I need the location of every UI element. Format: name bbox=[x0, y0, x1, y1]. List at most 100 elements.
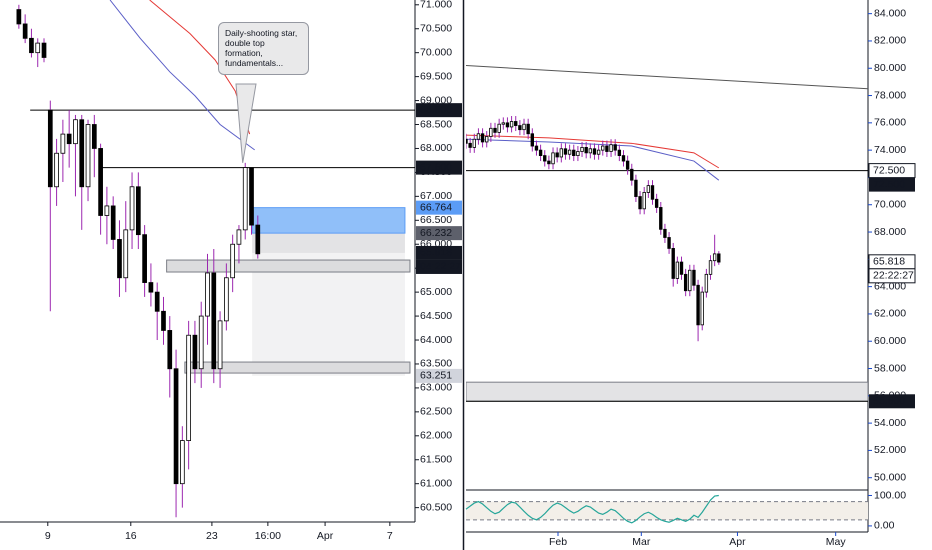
candle-body bbox=[534, 145, 539, 151]
candle-body bbox=[66, 133, 72, 145]
right-plot bbox=[466, 65, 868, 402]
candle-body bbox=[35, 42, 41, 54]
price-label: 72.500 bbox=[873, 178, 905, 190]
candle-body bbox=[584, 147, 588, 154]
annotation-callout: Daily-shooting star, double top formatio… bbox=[218, 22, 309, 75]
candle-body bbox=[659, 207, 663, 230]
candle-body bbox=[47, 109, 53, 188]
axes: 60.500 61.000 61.500 62.000 62.500 63.000 63.5… bbox=[45, 0, 916, 548]
candle-body bbox=[480, 133, 485, 143]
candle-body bbox=[98, 148, 103, 216]
y-tick-label: 61.500 bbox=[420, 454, 452, 466]
price-label: 55.600 bbox=[873, 395, 905, 407]
candle-body bbox=[555, 152, 559, 158]
candle-body bbox=[501, 122, 505, 125]
y-tick-label: 70.000 bbox=[874, 199, 906, 211]
candle-body bbox=[617, 149, 622, 156]
candle-body bbox=[16, 9, 22, 25]
candle-body bbox=[675, 261, 680, 279]
candle-body bbox=[472, 138, 476, 148]
indicator-line bbox=[466, 65, 868, 90]
candle-body bbox=[22, 23, 28, 39]
candle-body bbox=[186, 334, 191, 441]
candle-body bbox=[559, 148, 564, 158]
candle-body bbox=[621, 155, 626, 162]
y-tick-label: 62.500 bbox=[420, 406, 452, 418]
candle-body bbox=[679, 261, 684, 275]
y-tick-label: 62.000 bbox=[420, 430, 452, 442]
price-label-box bbox=[869, 177, 915, 192]
candle-body bbox=[104, 205, 110, 216]
price-label-box bbox=[416, 368, 462, 383]
x-tick-label: Feb bbox=[549, 536, 567, 548]
candle-body bbox=[704, 273, 709, 293]
x-tick-label: 23 bbox=[206, 530, 218, 542]
callout-pointer bbox=[235, 83, 257, 163]
candle-body bbox=[60, 133, 66, 154]
candle-body bbox=[654, 198, 659, 208]
indicator-line bbox=[109, 0, 255, 151]
y-tick-label: 50.000 bbox=[874, 471, 906, 483]
candle-body bbox=[526, 123, 530, 135]
y-tick-label: 60.500 bbox=[420, 501, 452, 513]
candle-body bbox=[485, 136, 489, 143]
candle-body bbox=[135, 186, 141, 236]
y-tick-label: 0.00 bbox=[874, 520, 895, 532]
candle-body bbox=[700, 291, 704, 326]
candle-body bbox=[142, 234, 147, 283]
price-label-box bbox=[416, 200, 462, 215]
price-label: 63.251 bbox=[420, 370, 452, 382]
candle-body bbox=[613, 144, 617, 151]
candle-body bbox=[224, 277, 229, 322]
oscillator-line bbox=[465, 494, 719, 524]
candle-body bbox=[596, 149, 601, 155]
candle-body bbox=[123, 229, 129, 279]
candle-body bbox=[54, 152, 59, 188]
price-label: 66.764 bbox=[420, 201, 452, 213]
zone bbox=[252, 233, 405, 253]
y-tick-label: 63.500 bbox=[420, 358, 452, 370]
candle-body bbox=[688, 269, 692, 292]
candle-body bbox=[242, 167, 248, 231]
candle-body bbox=[198, 315, 204, 370]
candle-body bbox=[663, 228, 667, 238]
price-label: 65.818 bbox=[420, 247, 452, 259]
price-label-box bbox=[416, 103, 462, 118]
candle-body bbox=[642, 192, 646, 210]
candle-body bbox=[489, 127, 493, 137]
candle-body bbox=[505, 122, 510, 128]
y-tick-label: 69.500 bbox=[420, 70, 452, 82]
zone bbox=[166, 259, 411, 273]
indicator-line bbox=[466, 138, 720, 181]
oscillator-band bbox=[466, 501, 868, 520]
y-tick-label: 64.500 bbox=[420, 310, 452, 322]
y-tick-label: 63.000 bbox=[420, 382, 452, 394]
y-tick-label: 58.000 bbox=[874, 362, 906, 374]
candle-body bbox=[588, 148, 593, 154]
candle-body bbox=[476, 133, 481, 140]
candle-body bbox=[530, 133, 534, 147]
left-plot bbox=[16, 0, 415, 518]
candle-body bbox=[497, 123, 501, 133]
x-tick-label: 9 bbox=[45, 530, 51, 542]
candle-body bbox=[518, 125, 522, 131]
candle-body bbox=[179, 440, 185, 485]
price-label: 66.232 bbox=[420, 227, 452, 239]
candle-body bbox=[211, 272, 217, 370]
candle-body bbox=[129, 186, 135, 231]
y-tick-label: 68.000 bbox=[874, 226, 906, 238]
x-tick-label: Apr bbox=[729, 536, 746, 548]
x-tick-label: May bbox=[826, 536, 847, 548]
candle-body bbox=[630, 168, 634, 181]
y-tick-label: 80.000 bbox=[874, 62, 906, 74]
candle-body bbox=[592, 148, 597, 155]
candle-body bbox=[543, 155, 547, 162]
y-tick-label: 74.000 bbox=[874, 144, 906, 156]
candle-body bbox=[205, 272, 210, 317]
candle-body bbox=[173, 368, 179, 485]
x-tick-label: 16:00 bbox=[255, 530, 281, 542]
candle-body bbox=[41, 42, 47, 58]
zone bbox=[466, 381, 868, 402]
candle-body bbox=[667, 237, 671, 249]
candle-body bbox=[650, 185, 655, 200]
